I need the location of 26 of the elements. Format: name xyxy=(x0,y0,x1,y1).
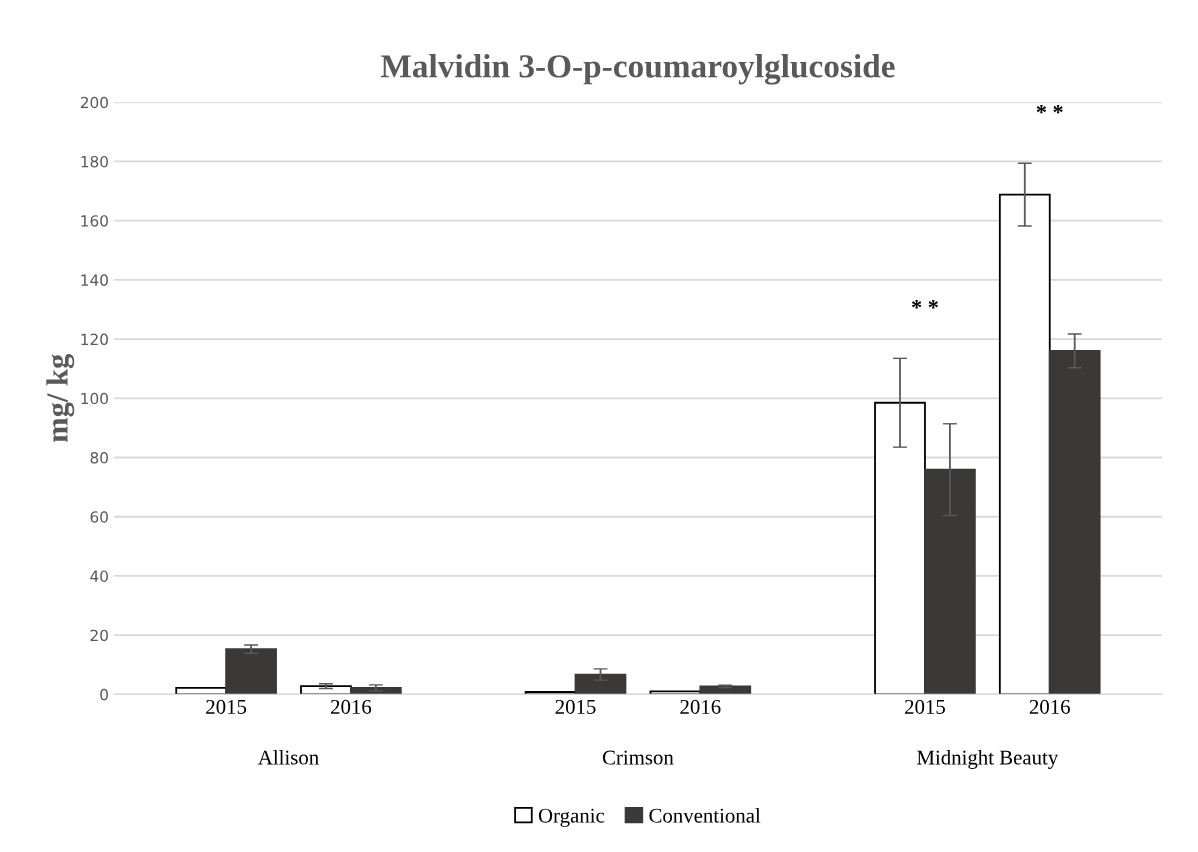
y-tick-label: 40 xyxy=(90,570,108,582)
text: Crimson xyxy=(602,750,674,765)
y-tick-label: 180 xyxy=(81,155,108,168)
y-tick-label: 120 xyxy=(81,333,108,346)
chart-title: Malvidin 3-O-p-coumaroylglucoside xyxy=(380,54,895,85)
y-axis-title: mg/ kg xyxy=(46,354,75,443)
y-tick-label: 80 xyxy=(90,451,108,464)
y-tick-label: 200 xyxy=(80,96,108,109)
text: Allison xyxy=(258,749,319,765)
x-tick-label: 2016 xyxy=(1029,699,1070,714)
legend-label: Organic xyxy=(538,808,605,827)
annotation: * * xyxy=(911,300,938,309)
x-tick-label: 2016 xyxy=(331,699,372,714)
x-tick-label: 2015 xyxy=(206,699,247,714)
y-tick-label: 0 xyxy=(100,688,108,701)
text: Midnight Beauty xyxy=(917,749,1059,769)
annotation: * * xyxy=(1036,104,1063,114)
x-tick-label: 2015 xyxy=(905,699,945,714)
y-tick-label: 100 xyxy=(81,392,108,405)
y-tick-label: 60 xyxy=(90,511,108,523)
y-tick-label: 20 xyxy=(90,629,108,642)
y-tick-label: 160 xyxy=(81,215,108,227)
x-tick-label: 2016 xyxy=(680,699,721,714)
legend-label: Conventional xyxy=(649,808,761,823)
y-tick-label: 140 xyxy=(81,274,108,286)
x-tick-label: 2015 xyxy=(555,699,596,714)
